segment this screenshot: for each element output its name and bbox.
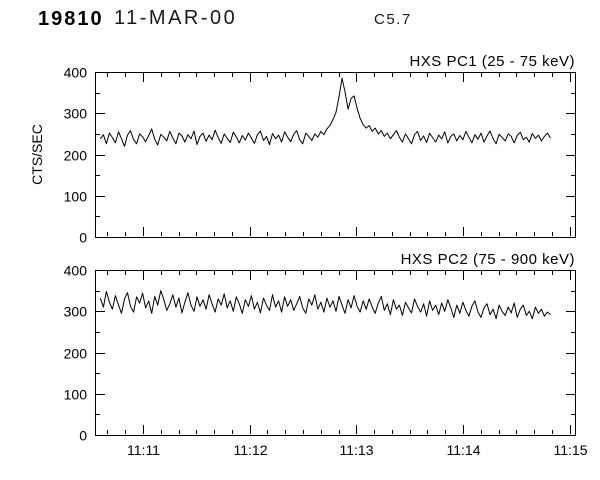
axis-labels: 0 100 200 300 400 [64,65,88,246]
flare-number: 19810 [38,8,104,30]
y-tick-label: 200 [64,346,88,362]
x-tick-label: 11:13 [340,442,374,458]
y-tick-label: 300 [64,304,88,320]
x-tick-label: 11:11 [127,442,160,458]
y-axis-label: CTS/SEC [29,124,45,185]
panel-1: 0 100 200 300 400 HXS PC1 (25 - 75 keV) CTS/SE… [29,53,576,246]
x-tick-label: 11:14 [447,442,481,458]
panel-title: HXS PC2 (75 - 900 keV) [401,251,575,268]
y-tick-label: 400 [64,65,88,81]
plot-box [95,72,576,238]
panel-title: HXS PC1 (25 - 75 keV) [409,53,575,70]
x-tick-label: 11:15 [554,442,588,458]
axes-frame [95,72,576,238]
goes-class: C5.7 [374,11,412,28]
axes-frame [95,270,576,436]
y-tick-label: 400 [64,263,88,279]
y-tick-label: 100 [64,189,88,205]
series-line-pc2 [99,290,551,320]
series-line-pc1 [99,77,551,147]
x-tick-label: 11:12 [234,442,268,458]
y-tick-label: 0 [79,230,87,246]
y-tick-label: 300 [64,106,88,122]
axis-labels: 0 100 200 300 400 11:11 11:12 11:13 11:14 11:15 [64,263,588,459]
plot-box [95,270,576,436]
y-tick-label: 0 [79,428,87,444]
y-tick-label: 200 [64,148,88,164]
flare-date: 11-MAR-00 [114,7,238,29]
y-tick-label: 100 [64,387,88,403]
panel-2: 0 100 200 300 400 11:11 11:12 11:13 11:14 11:15 HX… [64,251,588,458]
